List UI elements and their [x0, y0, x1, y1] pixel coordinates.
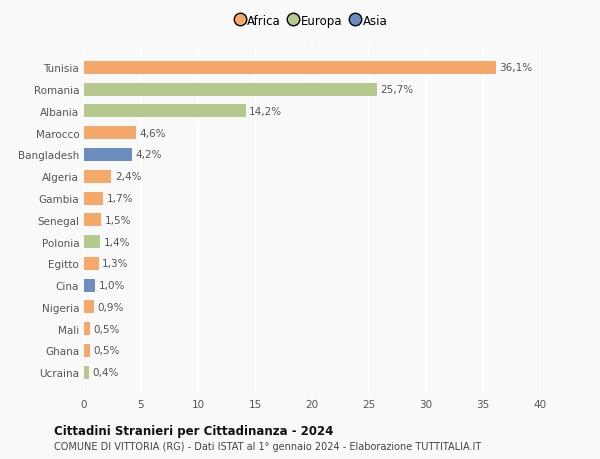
Text: 4,2%: 4,2%: [136, 150, 162, 160]
Bar: [84, 257, 99, 270]
Bar: [84, 279, 95, 292]
Text: 14,2%: 14,2%: [250, 107, 283, 117]
Bar: [84, 192, 103, 205]
Text: 1,3%: 1,3%: [102, 259, 129, 269]
Bar: [84, 366, 89, 379]
Bar: [84, 84, 377, 96]
Text: 0,5%: 0,5%: [93, 346, 119, 356]
Text: COMUNE DI VITTORIA (RG) - Dati ISTAT al 1° gennaio 2024 - Elaborazione TUTTITALI: COMUNE DI VITTORIA (RG) - Dati ISTAT al …: [54, 441, 481, 451]
Text: 36,1%: 36,1%: [499, 63, 532, 73]
Bar: [84, 170, 112, 184]
Text: Cittadini Stranieri per Cittadinanza - 2024: Cittadini Stranieri per Cittadinanza - 2…: [54, 424, 334, 437]
Bar: [84, 301, 94, 313]
Bar: [84, 235, 100, 249]
Bar: [84, 322, 90, 336]
Text: 0,9%: 0,9%: [98, 302, 124, 312]
Legend: Africa, Europa, Asia: Africa, Europa, Asia: [232, 10, 392, 32]
Bar: [84, 127, 136, 140]
Text: 2,4%: 2,4%: [115, 172, 141, 182]
Text: 1,4%: 1,4%: [103, 237, 130, 247]
Text: 1,5%: 1,5%: [104, 215, 131, 225]
Text: 0,5%: 0,5%: [93, 324, 119, 334]
Bar: [84, 62, 496, 75]
Bar: [84, 105, 246, 118]
Text: 0,4%: 0,4%: [92, 367, 118, 377]
Text: 1,7%: 1,7%: [107, 194, 133, 204]
Bar: [84, 149, 132, 162]
Bar: [84, 214, 101, 227]
Text: 4,6%: 4,6%: [140, 129, 166, 139]
Text: 1,0%: 1,0%: [99, 280, 125, 291]
Text: 25,7%: 25,7%: [380, 85, 413, 95]
Bar: [84, 344, 90, 357]
